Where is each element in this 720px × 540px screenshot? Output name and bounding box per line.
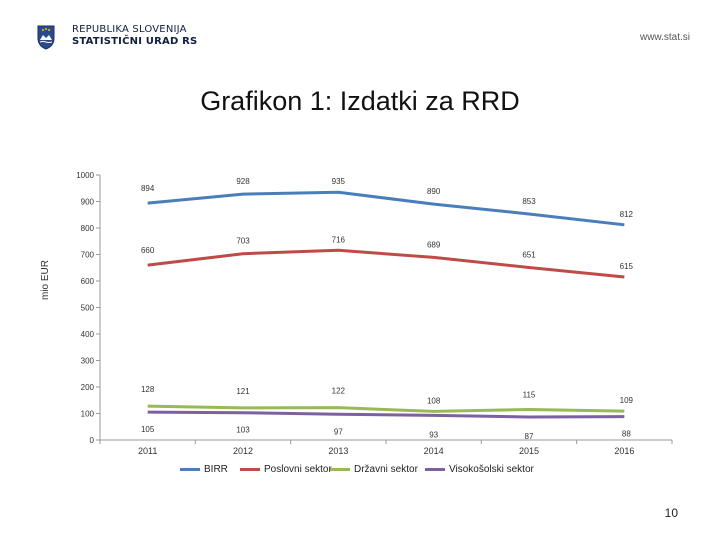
data-label: 703	[236, 237, 250, 246]
y-tick-label: 200	[81, 383, 95, 392]
legend-item: Poslovni sektor	[240, 464, 332, 475]
x-tick-label: 2015	[519, 446, 539, 456]
data-label: 93	[429, 430, 438, 439]
org-line2: STATISTIČNI URAD RS	[72, 36, 198, 47]
organization-name: REPUBLIKA SLOVENIJA STATISTIČNI URAD RS	[72, 24, 197, 48]
data-label: 615	[620, 262, 634, 271]
org-line1: REPUBLIKA SLOVENIJA	[72, 24, 187, 35]
y-tick-label: 1000	[76, 171, 94, 180]
data-label: 660	[141, 246, 155, 255]
legend-swatch	[180, 468, 200, 471]
data-label: 928	[236, 177, 250, 186]
legend-item: Državni sektor	[330, 464, 418, 475]
data-label: 105	[141, 425, 155, 434]
series-line-0	[147, 190, 625, 227]
legend-item: BIRR	[180, 464, 228, 475]
y-tick-label: 700	[81, 251, 95, 260]
data-label: 109	[620, 396, 634, 405]
data-label: 122	[332, 387, 346, 396]
y-tick-label: 900	[81, 198, 95, 207]
series-line-2	[147, 404, 625, 413]
data-label: 103	[236, 426, 250, 435]
data-label: 88	[622, 430, 631, 439]
data-label: 87	[525, 432, 534, 441]
line-chart: 0 100 200 300 400 500 600 700 800 900 1000 2011 2012…	[76, 171, 673, 456]
page-number: 10	[664, 506, 678, 520]
chart-data-labels: 894 928 935 890 853 812 660 703 716 689 651 615 128 1…	[141, 177, 634, 441]
data-label: 651	[522, 250, 536, 259]
x-tick-label: 2012	[233, 446, 253, 456]
y-tick-label: 300	[81, 357, 95, 366]
data-label: 689	[427, 240, 441, 249]
chart-lines	[147, 190, 625, 419]
x-tick-label: 2013	[328, 446, 348, 456]
data-label: 812	[620, 210, 634, 219]
legend-swatch	[240, 468, 260, 471]
chart-axes: 0 100 200 300 400 500 600 700 800 900 1000 2011 2012…	[76, 171, 673, 456]
legend-swatch	[425, 468, 445, 471]
legend-swatch	[330, 468, 350, 471]
data-label: 890	[427, 187, 441, 196]
data-label: 128	[141, 385, 155, 394]
coat-of-arms-icon	[36, 24, 56, 55]
header: REPUBLIKA SLOVENIJA STATISTIČNI URAD RS …	[0, 0, 720, 70]
legend-label: Poslovni sektor	[264, 464, 332, 475]
x-tick-label: 2011	[138, 446, 157, 456]
legend-label: Visokošolski sektor	[449, 464, 534, 475]
y-tick-label: 600	[81, 277, 95, 286]
chart-title: Grafikon 1: Izdatki za RRD	[200, 86, 520, 116]
y-tick-label: 500	[81, 304, 95, 313]
website-link[interactable]: www.stat.si	[639, 32, 690, 43]
data-label: 108	[427, 396, 441, 405]
legend-label: BIRR	[204, 464, 228, 475]
x-tick-label: 2016	[614, 446, 634, 456]
series-line-3	[147, 410, 625, 419]
series-line-1	[147, 248, 625, 279]
data-label: 853	[522, 197, 536, 206]
data-label: 894	[141, 184, 155, 193]
data-label: 716	[332, 235, 346, 244]
y-tick-label: 400	[81, 330, 95, 339]
y-tick-label: 0	[90, 436, 95, 445]
y-tick-label: 800	[81, 224, 95, 233]
y-tick-label: 100	[81, 410, 95, 419]
data-label: 97	[334, 427, 343, 436]
data-label: 121	[236, 387, 250, 396]
x-tick-label: 2014	[424, 446, 444, 456]
data-label: 935	[332, 177, 346, 186]
legend-label: Državni sektor	[354, 464, 418, 475]
legend-item: Visokošolski sektor	[425, 464, 534, 475]
data-label: 115	[523, 391, 536, 400]
